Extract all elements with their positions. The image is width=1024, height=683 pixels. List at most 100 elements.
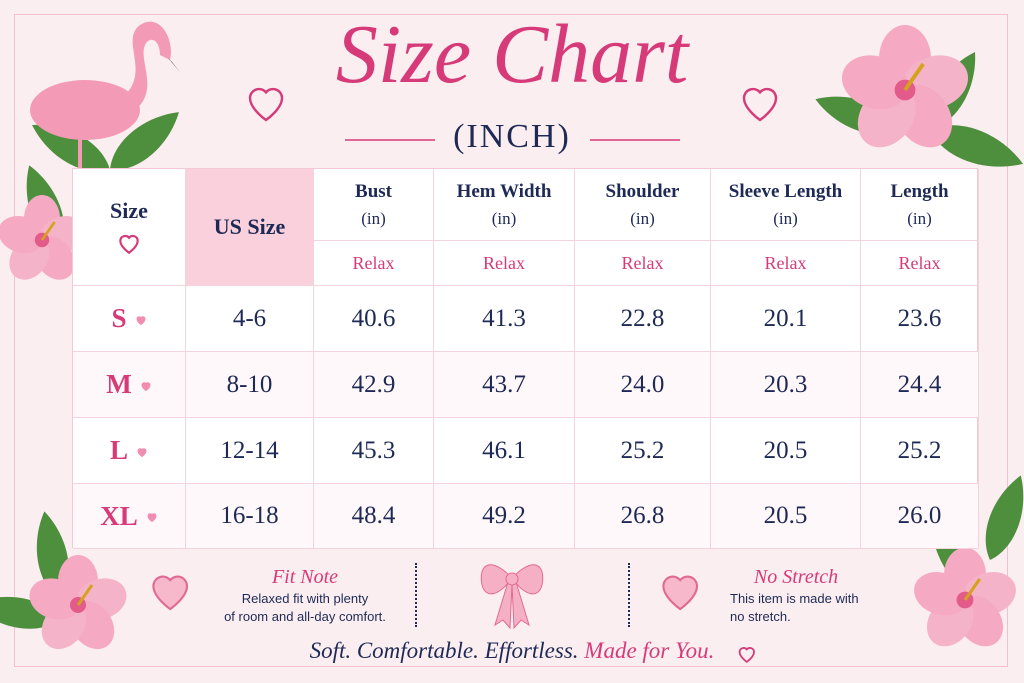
value: 12-14 — [220, 436, 279, 464]
value-cell: 8-10 — [186, 352, 314, 418]
fit-label: Relax — [764, 252, 807, 273]
value-cell: 26.8 — [575, 484, 711, 549]
value: 26.8 — [620, 502, 665, 529]
value: 40.6 — [351, 304, 396, 332]
value: 48.4 — [351, 502, 396, 529]
value: 24.0 — [620, 370, 665, 398]
column-unit: (in) — [773, 208, 798, 228]
value: 49.2 — [482, 502, 526, 529]
title: Size Chart — [335, 8, 689, 101]
value: 20.5 — [763, 436, 808, 464]
fit-cell: Relax — [575, 241, 711, 286]
note: No Stretch This item is made with no stret… — [696, 564, 896, 626]
tagline-emphasis: Made for You. — [584, 638, 715, 663]
value-cell: 26.0 — [861, 484, 979, 549]
bow — [480, 564, 544, 630]
value-cell: 43.7 — [434, 352, 575, 418]
column-unit: (in) — [630, 208, 655, 228]
column-name: Shoulder — [605, 180, 680, 202]
value: 43.7 — [482, 370, 526, 398]
tagline-text: Soft. Comfortable. Effortless. — [309, 638, 579, 663]
size-label: L — [109, 435, 128, 465]
header-cell: Shoulder (in) — [575, 169, 711, 241]
header-cell: US Size — [186, 169, 314, 286]
value-cell: 24.4 — [861, 352, 979, 418]
heart-icon — [119, 234, 139, 255]
value-cell: 25.2 — [861, 418, 979, 484]
value-cell: 20.1 — [711, 286, 861, 352]
column-name: Hem Width — [456, 180, 552, 202]
size-cell: L — [73, 418, 186, 484]
value-cell: 49.2 — [434, 484, 575, 549]
subtitle: (INCH) — [453, 118, 571, 155]
size-cell: M — [73, 352, 186, 418]
column-name: Sleeve Length — [728, 180, 843, 202]
column-unit: (in) — [907, 208, 932, 228]
header-cell: Length (in) — [861, 169, 979, 241]
value: 45.3 — [351, 436, 396, 464]
heart — [140, 379, 152, 391]
value: 20.1 — [763, 304, 808, 332]
value: 20.5 — [763, 502, 808, 529]
value-cell: 20.5 — [711, 418, 861, 484]
value-cell: 25.2 — [575, 418, 711, 484]
value-cell: 46.1 — [434, 418, 575, 484]
column-name: Size — [110, 198, 148, 223]
size-label: XL — [100, 500, 138, 531]
header-cell: Sleeve Length (in) — [711, 169, 861, 241]
note-line: no stretch. — [730, 609, 791, 624]
value-cell: 16-18 — [186, 484, 314, 549]
column-name: Bust — [355, 180, 392, 202]
fit-cell: Relax — [711, 241, 861, 286]
value-cell: 45.3 — [314, 418, 434, 484]
fit-cell: Relax — [434, 241, 575, 286]
fit-label: Relax — [621, 252, 664, 273]
heart — [135, 313, 147, 325]
value: 41.3 — [482, 304, 526, 332]
value: 4-6 — [232, 304, 267, 332]
fit-cell: Relax — [861, 241, 979, 286]
value-cell: 41.3 — [434, 286, 575, 352]
note-title: Fit Note — [271, 566, 339, 588]
tagline: Soft. Comfortable. Effortless. Made for … — [0, 638, 1024, 664]
value-cell: 20.5 — [711, 484, 861, 549]
value: 26.0 — [897, 502, 942, 529]
heart-icon — [147, 513, 157, 523]
value: 8-10 — [226, 370, 273, 398]
value: 23.6 — [897, 304, 942, 332]
value-cell: 40.6 — [314, 286, 434, 352]
note-line: This item is made with — [730, 591, 859, 606]
divider — [628, 563, 630, 627]
fit-label: Relax — [898, 252, 941, 273]
heart-icon — [141, 381, 151, 391]
heart-icon — [136, 315, 146, 325]
heart — [116, 230, 142, 256]
value: 20.3 — [763, 370, 808, 398]
heart-icon — [137, 447, 147, 457]
value-cell: 12-14 — [186, 418, 314, 484]
size-table: Size US Size Bust (in) Relax Hem Width (in) Rel… — [72, 168, 979, 549]
divider — [415, 563, 417, 627]
size-label: M — [106, 369, 132, 399]
note-title: No Stretch — [753, 566, 839, 588]
value: 25.2 — [897, 436, 942, 464]
frame — [14, 14, 1008, 667]
note-line: Relaxed fit with plenty — [241, 591, 369, 606]
header-cell: Hem Width (in) — [434, 169, 575, 241]
value-cell: 23.6 — [861, 286, 979, 352]
size-cell: XL — [73, 484, 186, 549]
fit-cell: Relax — [314, 241, 434, 286]
column-name: US Size — [213, 214, 286, 239]
value: 24.4 — [897, 370, 942, 398]
value-cell: 20.3 — [711, 352, 861, 418]
fit-label: Relax — [483, 252, 525, 273]
header-cell: Size — [73, 169, 186, 286]
note-line: of room and all-day comfort. — [224, 609, 386, 624]
value: 16-18 — [220, 502, 279, 529]
value-cell: 42.9 — [314, 352, 434, 418]
value: 25.2 — [620, 436, 665, 464]
heart — [136, 445, 148, 457]
column-unit: (in) — [491, 208, 517, 228]
